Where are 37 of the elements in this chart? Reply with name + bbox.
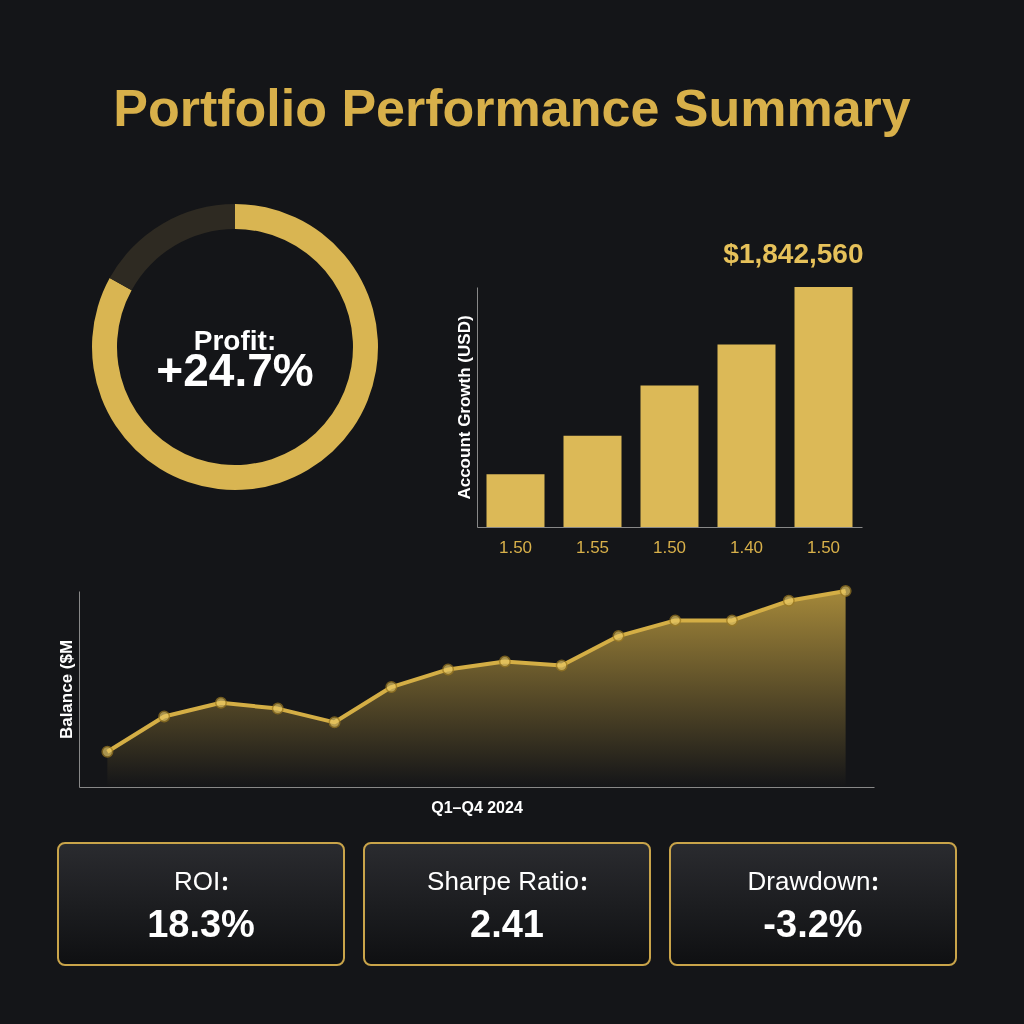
category-label: ROI	[172, 866, 222, 897]
donut-slice	[109, 204, 235, 291]
x-tick-label: 1.50	[498, 537, 533, 557]
card: ROI 18.3%	[57, 842, 345, 966]
bar	[717, 344, 776, 527]
point	[612, 630, 625, 643]
y-axis-title: Account Growth (USD)	[454, 315, 474, 500]
point	[101, 745, 114, 758]
text: $1,842,560	[723, 238, 864, 269]
point	[271, 702, 284, 715]
donut-slice	[92, 204, 378, 490]
point	[385, 681, 398, 694]
bar	[563, 435, 622, 527]
x-axis-title: Q1–Q4 2024	[431, 798, 523, 816]
y-axis-title: Balance ($M	[56, 639, 76, 740]
point	[214, 696, 227, 709]
bar	[794, 287, 853, 527]
point	[328, 716, 341, 729]
point	[442, 663, 455, 676]
x-tick-label: 1.40	[729, 537, 764, 557]
bar	[486, 474, 545, 527]
x-tick-label: 1.50	[652, 537, 687, 557]
point	[669, 614, 682, 627]
point	[158, 710, 171, 723]
point	[498, 655, 511, 668]
point	[555, 659, 568, 672]
point	[782, 594, 795, 607]
x-tick-label: 1.50	[806, 537, 841, 557]
text: Portfolio Performance Summary	[112, 78, 912, 137]
bar	[640, 385, 699, 527]
card: Drawdown -3.2%	[669, 842, 957, 966]
category-label: Drawdown	[746, 866, 872, 897]
card: Sharpe Ratio 2.41	[363, 842, 651, 966]
x-tick-label: 1.55	[575, 537, 610, 557]
point	[839, 585, 852, 597]
point	[726, 614, 739, 627]
category-label: Sharpe Ratio	[426, 866, 580, 897]
